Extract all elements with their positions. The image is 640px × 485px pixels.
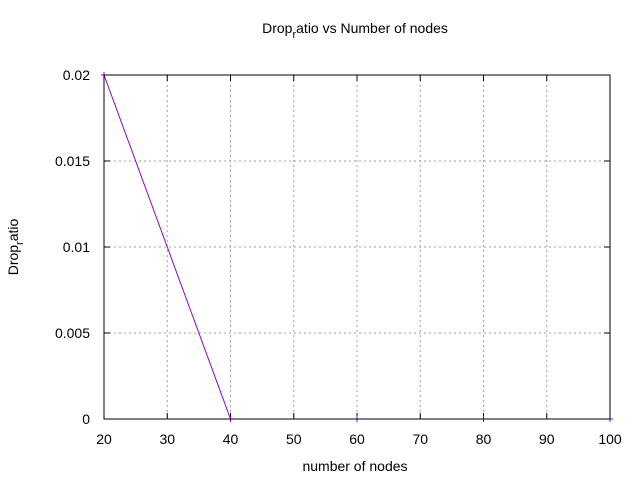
tick-labels: 20 30 40 50 60 70 80 90 100 0 0.005 0.01 0.015 0.02 <box>55 67 622 447</box>
y-tick-label: 0.01 <box>63 239 90 255</box>
y-tick-label: 0.02 <box>63 67 90 83</box>
y-tick-label: 0.015 <box>55 153 90 169</box>
y-tick-label: 0.005 <box>55 325 90 341</box>
x-tick-label: 30 <box>159 431 175 447</box>
x-tick-label: 90 <box>539 431 555 447</box>
y-axis-label-base: Drop <box>5 245 21 276</box>
x-tick-label: 80 <box>476 431 492 447</box>
chart-title-subscript: r <box>292 29 296 41</box>
chart-title: Dropratio vs Number of nodes <box>262 20 448 41</box>
y-axis-label-subscript: r <box>14 241 26 245</box>
x-axis-label: number of nodes <box>302 458 407 474</box>
y-axis-label-rest: atio <box>5 218 21 241</box>
x-tick-label: 70 <box>412 431 428 447</box>
x-tick-label: 100 <box>598 431 622 447</box>
x-tick-label: 40 <box>223 431 239 447</box>
chart-title-base: Drop <box>262 20 293 36</box>
x-tick-label: 50 <box>286 431 302 447</box>
plot-frame <box>103 74 611 420</box>
x-tick-label: 60 <box>349 431 365 447</box>
chart-title-rest: atio vs Number of nodes <box>296 20 448 36</box>
grid <box>104 75 610 419</box>
y-axis-label: Dropratio <box>5 218 26 275</box>
y-tick-label: 0 <box>82 411 90 427</box>
x-tick-label: 20 <box>96 431 112 447</box>
